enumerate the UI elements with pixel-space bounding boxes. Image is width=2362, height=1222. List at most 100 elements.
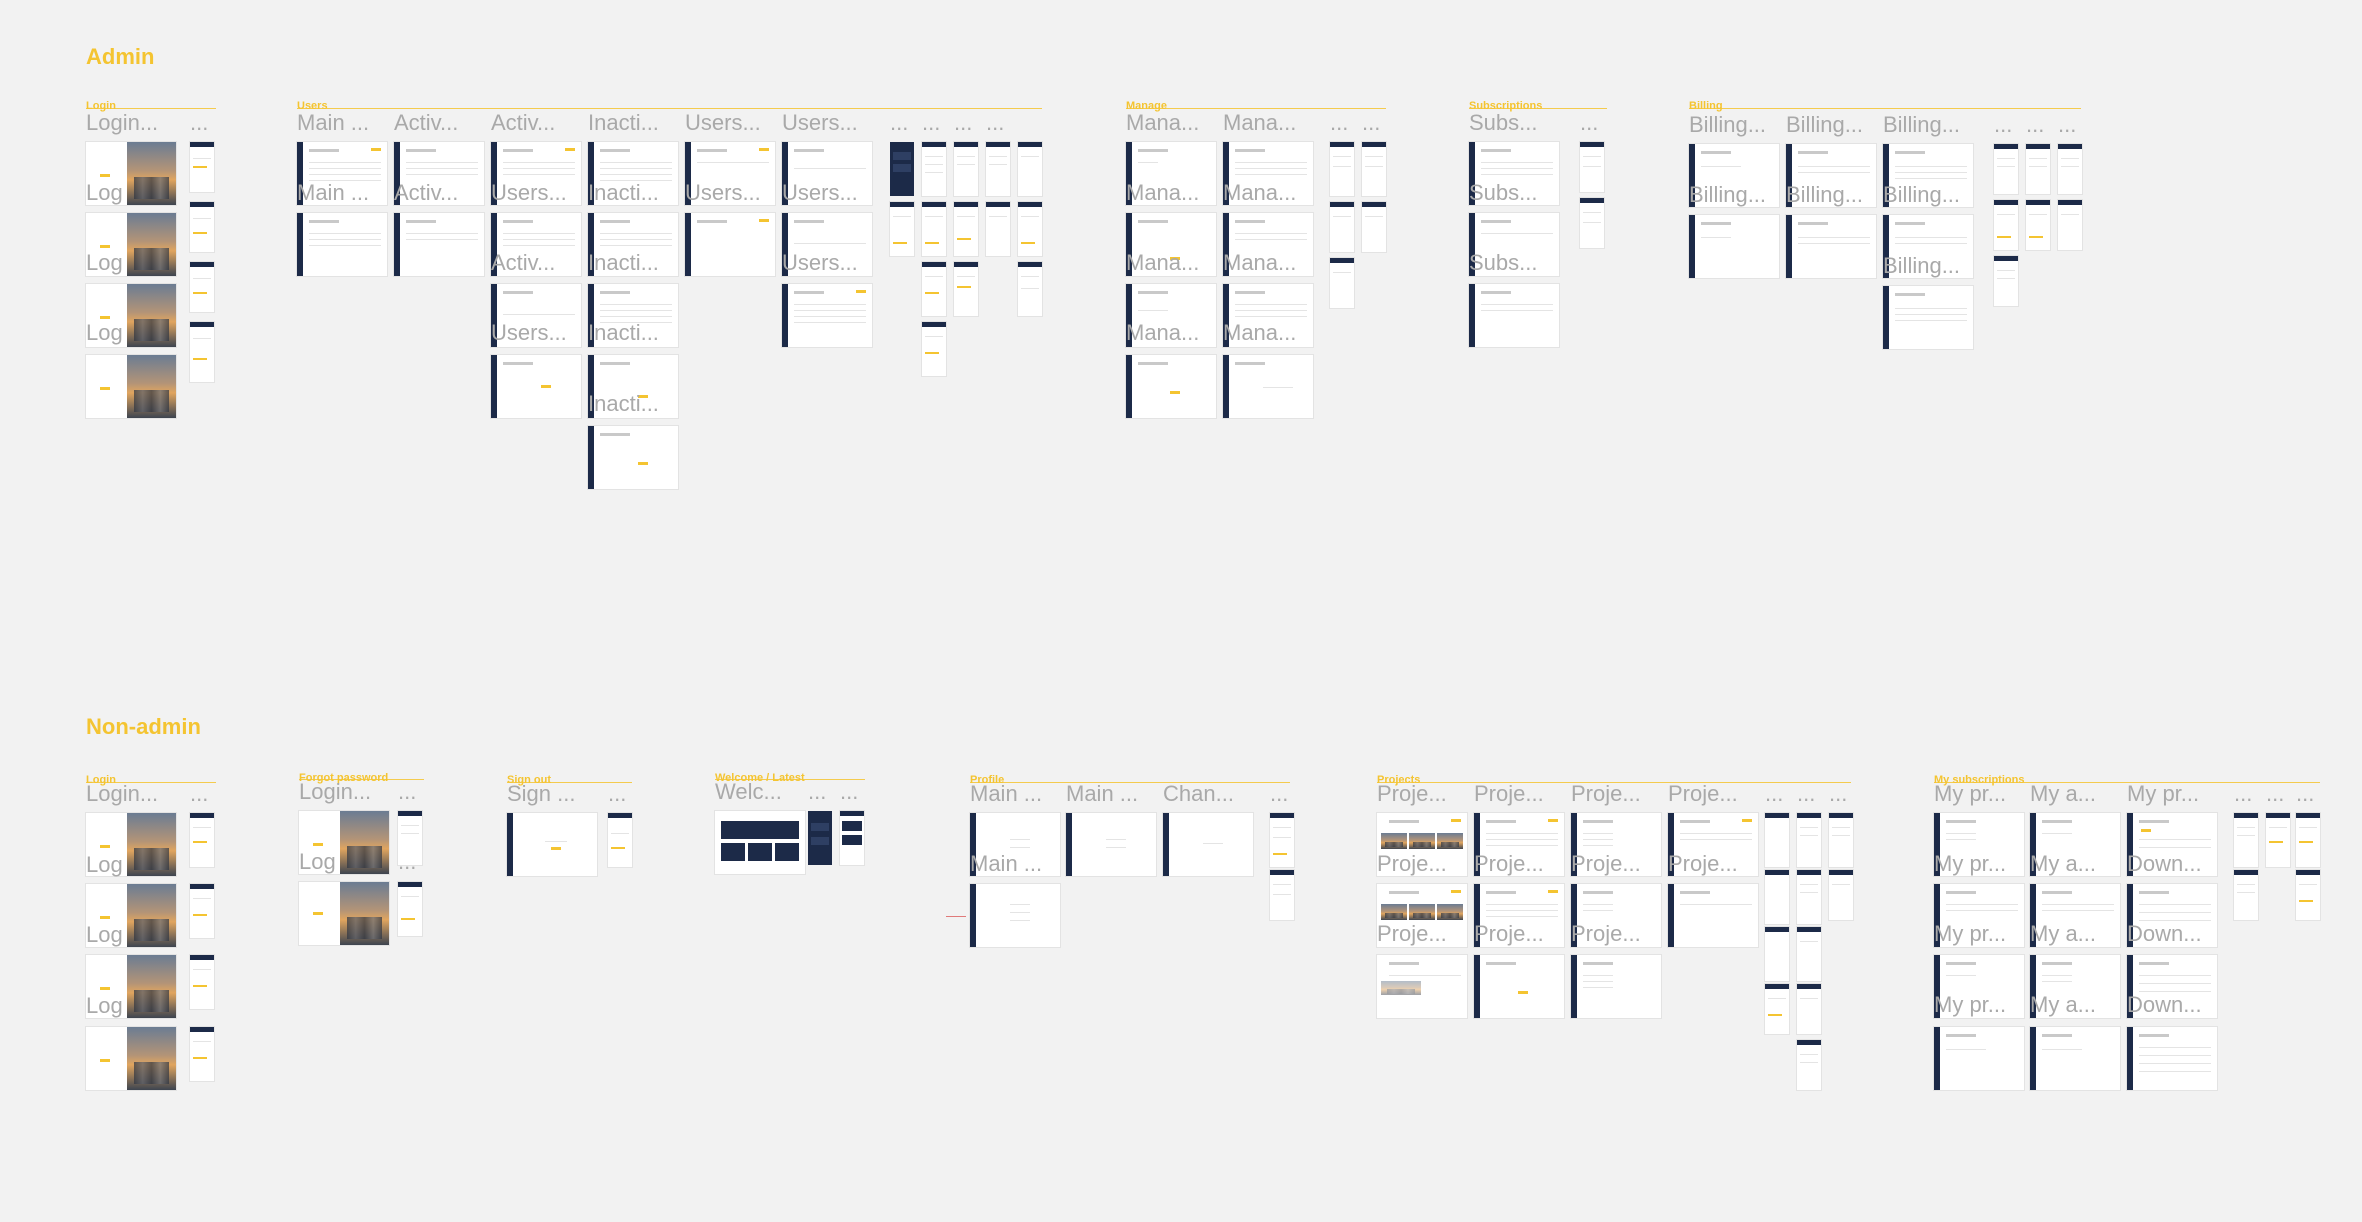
mobile-frame-thumbnail[interactable] (1580, 198, 1604, 248)
mobile-frame-thumbnail[interactable] (1765, 870, 1789, 924)
frame-thumbnail-billing[interactable] (1883, 144, 1973, 207)
frame-thumbnail-billing[interactable] (1689, 215, 1779, 278)
mobile-frame-thumbnail[interactable] (922, 322, 946, 376)
mobile-frame-thumbnail[interactable] (1765, 813, 1789, 867)
frame-thumbnail-login[interactable] (86, 813, 176, 876)
mobile-frame-thumbnail[interactable] (2234, 870, 2258, 920)
mobile-frame-thumbnail[interactable] (808, 811, 832, 865)
frame-thumbnail-subscriptions[interactable] (1469, 284, 1559, 347)
frame-thumbnail-users[interactable] (491, 355, 581, 418)
frame-thumbnail-my-subscriptions[interactable] (2127, 955, 2217, 1018)
frame-thumbnail-my-subscriptions[interactable] (2127, 884, 2217, 947)
frame-thumbnail-users[interactable] (685, 213, 775, 276)
frame-thumbnail-users[interactable] (394, 213, 484, 276)
frame-thumbnail-manage[interactable] (1126, 355, 1216, 418)
frame-thumbnail-projects[interactable] (1571, 813, 1661, 876)
mobile-frame-thumbnail[interactable] (890, 202, 914, 256)
frame-thumbnail-login[interactable] (86, 213, 176, 276)
mobile-frame-thumbnail[interactable] (1330, 258, 1354, 308)
mobile-frame-thumbnail[interactable] (1362, 142, 1386, 196)
mobile-frame-thumbnail[interactable] (954, 142, 978, 196)
frame-thumbnail-my-subscriptions[interactable] (2127, 1027, 2217, 1090)
frame-thumbnail-forgot-password[interactable] (299, 811, 389, 874)
mobile-frame-thumbnail[interactable] (1270, 870, 1294, 920)
mobile-frame-thumbnail[interactable] (1994, 200, 2018, 250)
frame-thumbnail-billing[interactable] (1689, 144, 1779, 207)
frame-thumbnail-users[interactable] (588, 426, 678, 489)
mobile-frame-thumbnail[interactable] (922, 262, 946, 316)
frame-thumbnail-profile[interactable] (970, 884, 1060, 947)
frame-thumbnail-projects[interactable] (1668, 884, 1758, 947)
mobile-frame-thumbnail[interactable] (2026, 200, 2050, 250)
frame-thumbnail-users[interactable] (588, 284, 678, 347)
frame-thumbnail-users[interactable] (782, 142, 872, 205)
mobile-frame-thumbnail[interactable] (1018, 202, 1042, 256)
mobile-frame-thumbnail[interactable] (1829, 870, 1853, 920)
mobile-frame-thumbnail[interactable] (922, 202, 946, 256)
frame-thumbnail-login[interactable] (86, 884, 176, 947)
frame-thumbnail-manage[interactable] (1223, 284, 1313, 347)
frame-thumbnail-users[interactable] (588, 355, 678, 418)
frame-thumbnail-profile[interactable] (1163, 813, 1253, 876)
frame-thumbnail-login[interactable] (86, 1027, 176, 1090)
frame-thumbnail-users[interactable] (491, 284, 581, 347)
frame-thumbnail-billing[interactable] (1786, 144, 1876, 207)
mobile-frame-thumbnail[interactable] (1330, 142, 1354, 196)
frame-thumbnail-my-subscriptions[interactable] (2030, 955, 2120, 1018)
mobile-frame-thumbnail[interactable] (190, 884, 214, 938)
mobile-frame-thumbnail[interactable] (1797, 1040, 1821, 1090)
mobile-frame-thumbnail[interactable] (2296, 870, 2320, 920)
frame-thumbnail-projects[interactable] (1668, 813, 1758, 876)
mobile-frame-thumbnail[interactable] (1994, 144, 2018, 194)
mobile-frame-thumbnail[interactable] (608, 813, 632, 867)
mobile-frame-thumbnail[interactable] (2058, 200, 2082, 250)
frame-thumbnail-profile[interactable] (1066, 813, 1156, 876)
mobile-frame-thumbnail[interactable] (190, 955, 214, 1009)
mobile-frame-thumbnail[interactable] (1270, 813, 1294, 867)
frame-thumbnail-users[interactable] (297, 213, 387, 276)
frame-thumbnail-manage[interactable] (1126, 213, 1216, 276)
frame-thumbnail-projects[interactable] (1474, 813, 1564, 876)
frame-thumbnail-users[interactable] (685, 142, 775, 205)
mobile-frame-thumbnail[interactable] (190, 1027, 214, 1081)
mobile-frame-thumbnail[interactable] (986, 142, 1010, 196)
mobile-frame-thumbnail[interactable] (2266, 813, 2290, 867)
frame-thumbnail-profile[interactable] (970, 813, 1060, 876)
mobile-frame-thumbnail[interactable] (2026, 144, 2050, 194)
frame-thumbnail-users[interactable] (297, 142, 387, 205)
frame-thumbnail-users[interactable] (491, 213, 581, 276)
frame-thumbnail-manage[interactable] (1223, 355, 1313, 418)
mobile-frame-thumbnail[interactable] (1797, 984, 1821, 1034)
mobile-frame-thumbnail[interactable] (1797, 927, 1821, 981)
mobile-frame-thumbnail[interactable] (190, 142, 214, 192)
mobile-frame-thumbnail[interactable] (190, 322, 214, 382)
frame-thumbnail-subscriptions[interactable] (1469, 142, 1559, 205)
mobile-frame-thumbnail[interactable] (1580, 142, 1604, 192)
frame-thumbnail-projects[interactable] (1571, 884, 1661, 947)
mobile-frame-thumbnail[interactable] (840, 811, 864, 865)
mobile-frame-thumbnail[interactable] (398, 882, 422, 936)
mobile-frame-thumbnail[interactable] (2296, 813, 2320, 867)
frame-thumbnail-login[interactable] (86, 355, 176, 418)
mobile-frame-thumbnail[interactable] (1018, 262, 1042, 316)
mobile-frame-thumbnail[interactable] (1330, 202, 1354, 252)
frame-thumbnail-manage[interactable] (1223, 213, 1313, 276)
mobile-frame-thumbnail[interactable] (1765, 927, 1789, 981)
frame-thumbnail-users[interactable] (491, 142, 581, 205)
frame-thumbnail-my-subscriptions[interactable] (1934, 955, 2024, 1018)
mobile-frame-thumbnail[interactable] (1829, 813, 1853, 867)
mobile-frame-thumbnail[interactable] (1362, 202, 1386, 252)
mobile-frame-thumbnail[interactable] (1018, 142, 1042, 196)
frame-thumbnail-forgot-password[interactable] (299, 882, 389, 945)
frame-thumbnail-projects[interactable] (1377, 955, 1467, 1018)
frame-thumbnail-my-subscriptions[interactable] (1934, 884, 2024, 947)
mobile-frame-thumbnail[interactable] (190, 813, 214, 867)
mobile-frame-thumbnail[interactable] (890, 142, 914, 196)
frame-thumbnail-login[interactable] (86, 142, 176, 205)
mobile-frame-thumbnail[interactable] (954, 262, 978, 316)
mobile-frame-thumbnail[interactable] (922, 142, 946, 196)
frame-thumbnail-billing[interactable] (1786, 215, 1876, 278)
frame-thumbnail-manage[interactable] (1126, 284, 1216, 347)
mobile-frame-thumbnail[interactable] (1994, 256, 2018, 306)
mobile-frame-thumbnail[interactable] (2234, 813, 2258, 867)
